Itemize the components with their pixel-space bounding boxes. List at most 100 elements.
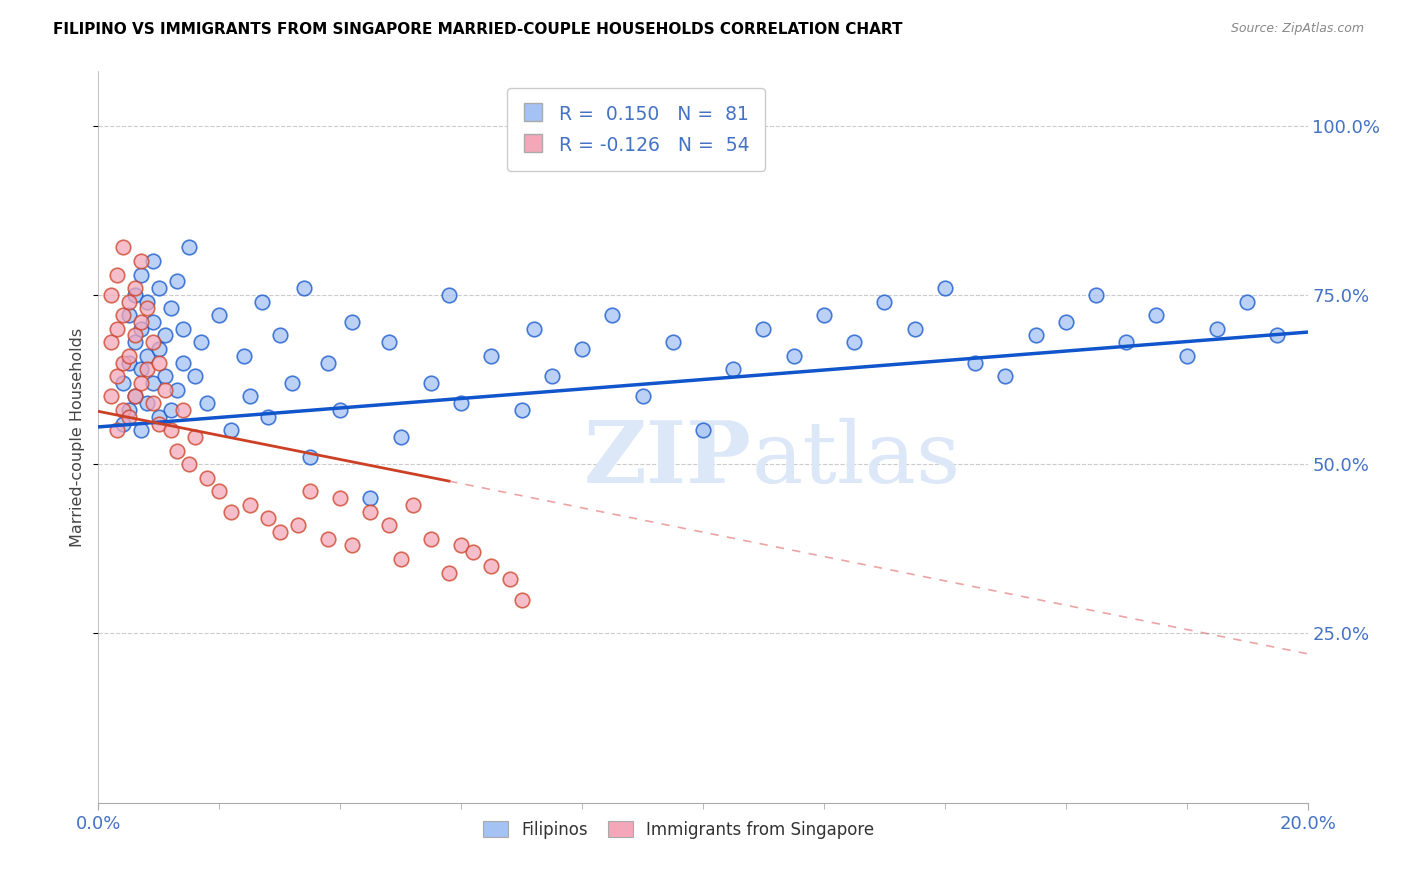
Point [100, 335, 122, 350]
Point [118, 308, 141, 322]
Point [135, 396, 157, 410]
Point [510, 592, 533, 607]
Point [184, 430, 207, 444]
Point [239, 389, 262, 403]
Point [142, 376, 165, 390]
Point [100, 288, 122, 302]
Point [124, 389, 146, 403]
Point [148, 417, 170, 431]
Point [129, 268, 152, 282]
Point [208, 484, 231, 499]
Point [172, 355, 194, 369]
Point [135, 294, 157, 309]
Point [142, 335, 165, 350]
Point [105, 369, 128, 384]
Point [1175, 349, 1198, 363]
Point [1144, 308, 1167, 322]
Point [221, 423, 243, 437]
Point [1267, 328, 1289, 343]
Point [239, 498, 262, 512]
Point [450, 396, 472, 410]
Point [299, 484, 322, 499]
Point [420, 532, 443, 546]
Point [135, 349, 157, 363]
Point [1024, 328, 1046, 343]
Point [510, 403, 533, 417]
Point [153, 328, 176, 343]
Point [437, 566, 460, 580]
Point [723, 362, 745, 376]
Point [904, 322, 927, 336]
Point [1115, 335, 1137, 350]
Point [1206, 322, 1229, 336]
Point [172, 322, 194, 336]
Y-axis label: Married-couple Households: Married-couple Households [70, 327, 86, 547]
Point [844, 335, 866, 350]
Point [190, 335, 212, 350]
Legend: Filipinos, Immigrants from Singapore: Filipinos, Immigrants from Singapore [477, 814, 882, 846]
Point [160, 423, 183, 437]
Point [105, 268, 128, 282]
Point [221, 505, 243, 519]
Point [752, 322, 775, 336]
Point [166, 443, 188, 458]
Point [111, 355, 134, 369]
Point [329, 491, 352, 505]
Point [118, 294, 141, 309]
Point [934, 281, 956, 295]
Point [172, 403, 194, 417]
Point [160, 403, 183, 417]
Point [166, 383, 188, 397]
Point [129, 423, 152, 437]
Point [342, 315, 364, 329]
Point [389, 430, 412, 444]
Point [179, 240, 201, 254]
Point [118, 349, 141, 363]
Point [360, 491, 382, 505]
Point [179, 457, 201, 471]
Point [360, 505, 382, 519]
Point [450, 538, 472, 552]
Point [631, 389, 654, 403]
Point [463, 545, 485, 559]
Point [135, 301, 157, 316]
Point [129, 376, 152, 390]
Point [111, 417, 134, 431]
Point [148, 355, 170, 369]
Point [142, 396, 165, 410]
Point [153, 369, 176, 384]
Point [118, 403, 141, 417]
Point [256, 409, 278, 424]
Point [287, 518, 309, 533]
Point [316, 355, 339, 369]
Point [129, 254, 152, 268]
Point [105, 322, 128, 336]
Point [148, 409, 170, 424]
Point [118, 355, 141, 369]
Point [208, 308, 231, 322]
Point [153, 383, 176, 397]
Point [129, 322, 152, 336]
Point [540, 369, 562, 384]
Point [124, 288, 146, 302]
Point [256, 511, 278, 525]
Point [124, 281, 146, 295]
Point [148, 342, 170, 356]
Point [437, 288, 460, 302]
Point [389, 552, 412, 566]
Point [571, 342, 593, 356]
Point [1085, 288, 1108, 302]
Point [250, 294, 273, 309]
Point [329, 403, 352, 417]
Point [160, 301, 183, 316]
Point [602, 308, 624, 322]
Point [661, 335, 683, 350]
Point [1054, 315, 1077, 329]
Point [124, 328, 146, 343]
Point [111, 308, 134, 322]
Point [377, 335, 399, 350]
Point [118, 409, 141, 424]
Point [873, 294, 896, 309]
Point [129, 362, 152, 376]
Point [965, 355, 987, 369]
